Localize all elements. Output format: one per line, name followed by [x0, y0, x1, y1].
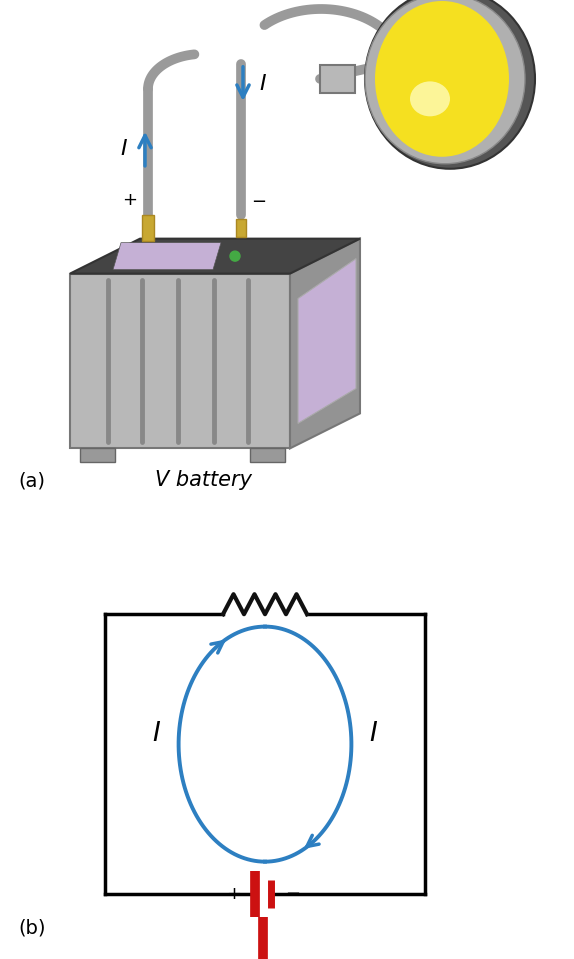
Polygon shape [70, 273, 290, 449]
Circle shape [230, 251, 240, 261]
Ellipse shape [365, 0, 535, 169]
Polygon shape [290, 239, 360, 449]
Bar [80, 449, 115, 462]
Bar [250, 449, 285, 462]
Text: Headlight: Headlight [423, 39, 517, 58]
Ellipse shape [410, 82, 450, 116]
Text: (a): (a) [18, 471, 45, 490]
Text: I: I [153, 721, 161, 747]
Bar [236, 219, 246, 237]
Ellipse shape [375, 1, 509, 156]
Text: I: I [121, 139, 127, 159]
Text: +: + [226, 885, 241, 903]
Polygon shape [113, 243, 221, 269]
Polygon shape [70, 239, 360, 273]
Text: I: I [259, 74, 266, 94]
Text: +: + [122, 191, 138, 209]
Text: V battery: V battery [155, 470, 252, 490]
Text: −: − [251, 193, 266, 211]
Polygon shape [298, 259, 356, 423]
Ellipse shape [365, 0, 525, 164]
Text: (b): (b) [18, 918, 45, 937]
Text: I: I [370, 721, 377, 747]
Text: −: − [285, 885, 300, 903]
Bar [320, 65, 355, 93]
Bar [142, 215, 154, 241]
